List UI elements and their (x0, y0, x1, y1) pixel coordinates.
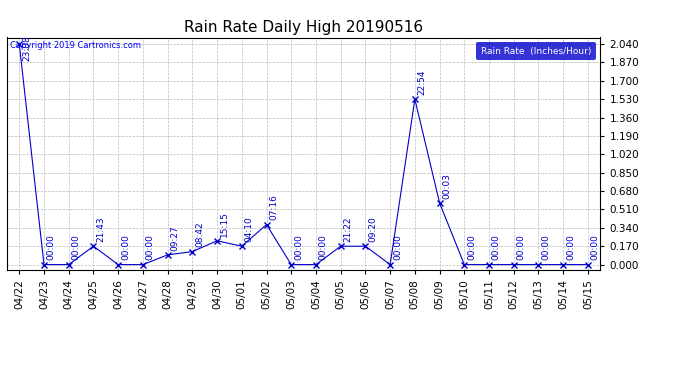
Text: 21:43: 21:43 (96, 216, 105, 242)
Text: 00:00: 00:00 (492, 234, 501, 260)
Text: 22:54: 22:54 (417, 69, 426, 95)
Text: 00:00: 00:00 (517, 234, 526, 260)
Text: 09:20: 09:20 (368, 216, 377, 242)
Text: 04:10: 04:10 (244, 216, 253, 242)
Text: 00:00: 00:00 (121, 234, 130, 260)
Legend: Rain Rate  (Inches/Hour): Rain Rate (Inches/Hour) (476, 42, 595, 60)
Text: 00:00: 00:00 (319, 234, 328, 260)
Text: 00:00: 00:00 (467, 234, 476, 260)
Title: Rain Rate Daily High 20190516: Rain Rate Daily High 20190516 (184, 20, 423, 35)
Text: 00:00: 00:00 (72, 234, 81, 260)
Text: 00:00: 00:00 (591, 234, 600, 260)
Text: 00:00: 00:00 (294, 234, 303, 260)
Text: Copyright 2019 Cartronics.com: Copyright 2019 Cartronics.com (10, 41, 141, 50)
Text: 08:42: 08:42 (195, 222, 204, 248)
Text: 15:15: 15:15 (220, 211, 229, 237)
Text: 00:03: 00:03 (442, 173, 451, 199)
Text: 23:08: 23:08 (22, 35, 31, 61)
Text: 21:22: 21:22 (344, 216, 353, 242)
Text: 09:27: 09:27 (170, 225, 179, 251)
Text: 00:00: 00:00 (146, 234, 155, 260)
Text: 07:16: 07:16 (269, 195, 278, 220)
Text: 00:00: 00:00 (47, 234, 56, 260)
Text: 00:00: 00:00 (566, 234, 575, 260)
Text: 00:00: 00:00 (393, 234, 402, 260)
Text: 00:00: 00:00 (541, 234, 550, 260)
